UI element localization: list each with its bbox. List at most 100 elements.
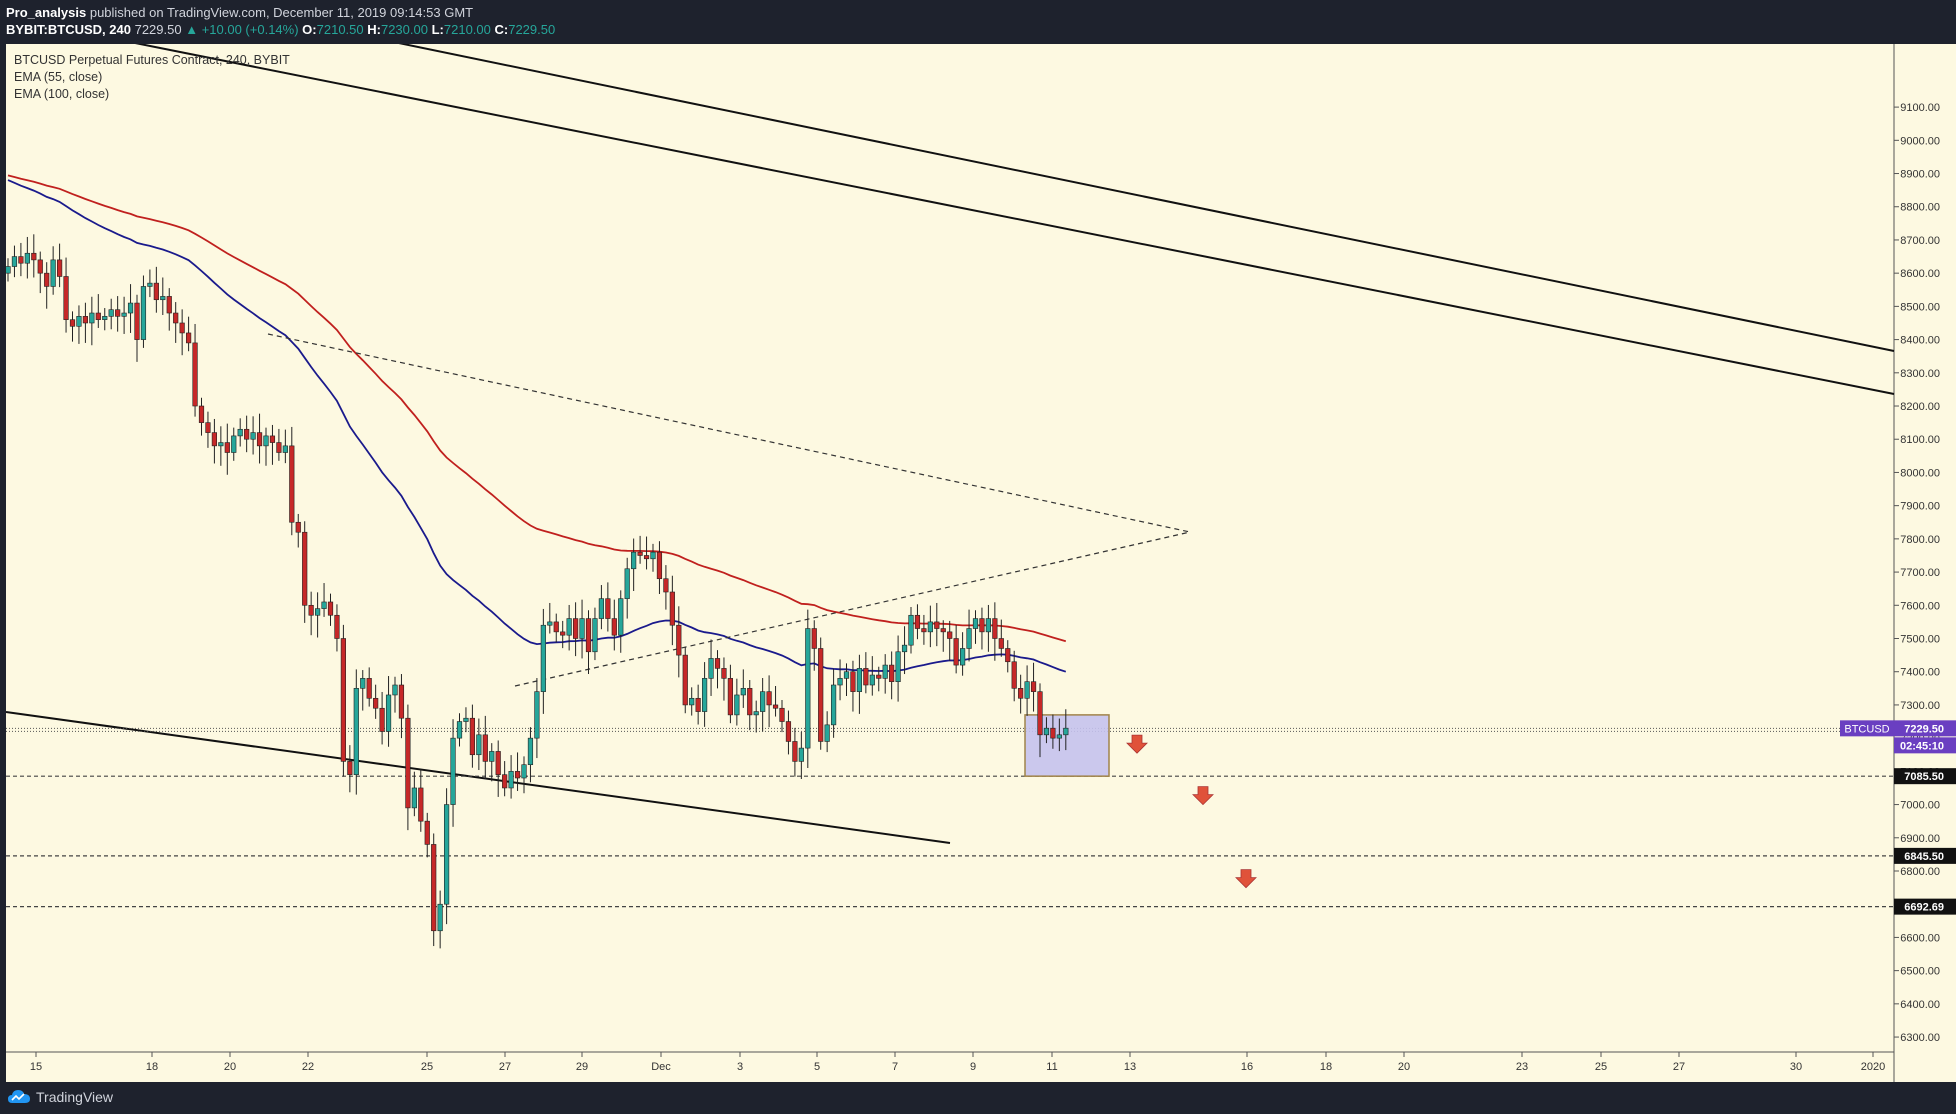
candle-body xyxy=(901,644,908,653)
candle-body xyxy=(192,342,198,407)
candle-body xyxy=(302,531,308,606)
candle-body xyxy=(153,282,159,301)
open-value: 7210.50 xyxy=(316,22,364,37)
candle-body xyxy=(237,428,243,437)
candle-body xyxy=(186,332,192,344)
candle-body xyxy=(643,555,650,560)
candle-body xyxy=(347,761,353,775)
candle-body xyxy=(385,694,392,732)
candle-body xyxy=(843,671,850,679)
low-value: 7210.00 xyxy=(443,22,491,37)
candle-body xyxy=(585,618,592,653)
candle-body xyxy=(76,316,82,327)
level-tag-bg xyxy=(1894,847,1956,864)
ema100-layer xyxy=(7,174,1067,643)
price-tick-label: 7300.00 xyxy=(1900,700,1940,712)
candle-body xyxy=(785,721,792,742)
candle-body xyxy=(656,551,663,580)
down-arrow-marker xyxy=(1126,734,1148,754)
candle-body xyxy=(424,820,430,845)
ema100-line xyxy=(7,174,1067,643)
brand-logo[interactable]: TradingView xyxy=(8,1089,113,1105)
candle-body xyxy=(650,551,656,560)
legend-ema100[interactable]: EMA (100, close) xyxy=(14,87,110,101)
candle-body xyxy=(547,621,553,626)
candle-body xyxy=(443,804,450,905)
candle-body xyxy=(611,618,617,636)
candle-body xyxy=(1030,681,1037,692)
price-tick-label: 8400.00 xyxy=(1900,335,1940,347)
candle-body xyxy=(334,614,340,639)
close-label: C: xyxy=(494,22,509,37)
candle-body xyxy=(740,688,746,696)
price-tick-label: 8100.00 xyxy=(1900,434,1940,446)
candle-body xyxy=(760,691,766,712)
price-axis[interactable] xyxy=(1894,44,1956,1082)
time-tick-label: 16 xyxy=(1241,1061,1253,1073)
candle-body xyxy=(18,256,24,264)
candle-body xyxy=(276,442,282,453)
candle-body xyxy=(108,309,114,317)
candle-body xyxy=(637,551,643,556)
candle-body xyxy=(231,435,237,453)
candle-body xyxy=(1018,688,1024,699)
candle-body xyxy=(1005,648,1011,663)
time-tick-label: 27 xyxy=(1673,1061,1685,1073)
price-tick-label: 6600.00 xyxy=(1900,932,1940,944)
candle-body xyxy=(160,296,166,301)
header-bar: Pro_analysis published on TradingView.co… xyxy=(0,0,1956,44)
candle-body xyxy=(895,651,901,682)
candle-body xyxy=(908,614,914,646)
time-tick-label: 3 xyxy=(737,1061,743,1073)
candle-body xyxy=(624,568,630,599)
candles xyxy=(5,234,1069,949)
candle-body xyxy=(502,774,508,789)
candle-body xyxy=(824,724,830,742)
candle-body xyxy=(11,256,18,267)
price-chart[interactable]: 6300.006400.006500.006600.006700.006800.… xyxy=(0,44,1956,1082)
candle-body xyxy=(882,664,888,679)
candle-body xyxy=(269,435,276,443)
candle-body xyxy=(676,624,682,656)
candle-body xyxy=(701,678,708,712)
candle-body xyxy=(540,624,546,692)
candle-body xyxy=(798,747,804,762)
price-tick-label: 7900.00 xyxy=(1900,501,1940,513)
candle-body xyxy=(1037,691,1043,736)
last-price-tag-bg xyxy=(1894,720,1956,737)
candle-body xyxy=(1011,661,1017,689)
candle-body xyxy=(772,704,779,709)
candle-body xyxy=(572,618,579,639)
price-tick-label: 8900.00 xyxy=(1900,169,1940,181)
candle-body xyxy=(682,654,688,706)
price-tick-label: 7800.00 xyxy=(1900,534,1940,546)
candle-body xyxy=(953,638,959,666)
candle-body xyxy=(56,259,63,277)
symbol-tag: BTCUSD xyxy=(1844,723,1889,735)
price-tags: BTCUSD 7229.50 02:45:10 7085.50 6845.50 6692.… xyxy=(1840,720,1956,915)
price-tick-label: 7700.00 xyxy=(1900,567,1940,579)
candle-body xyxy=(198,405,205,423)
candle-body xyxy=(527,737,534,766)
legend-title[interactable]: BTCUSD Perpetual Futures Contract, 240, … xyxy=(14,53,290,67)
price-tick-label: 8600.00 xyxy=(1900,268,1940,280)
time-tick-label: 30 xyxy=(1790,1061,1802,1073)
candle-body xyxy=(579,618,585,639)
candle-body xyxy=(605,598,611,619)
price-tick-label: 6300.00 xyxy=(1900,1032,1940,1044)
candle-body xyxy=(721,668,727,679)
symbol-label[interactable]: BYBIT:BTCUSD, 240 xyxy=(6,22,131,37)
close-value: 7229.50 xyxy=(508,22,556,37)
legend-ema55[interactable]: EMA (55, close) xyxy=(14,70,103,84)
candle-body xyxy=(295,521,301,533)
price-tick-label: 8700.00 xyxy=(1900,235,1940,247)
price-tick-label: 8800.00 xyxy=(1900,202,1940,214)
candle-body xyxy=(753,711,759,716)
author-name[interactable]: Pro_analysis xyxy=(6,5,87,20)
triangle-upper-line xyxy=(267,333,1191,533)
price-tick-label: 9000.00 xyxy=(1900,135,1940,147)
candle-body xyxy=(289,445,295,523)
candle-body xyxy=(1043,727,1050,736)
candle-body xyxy=(714,658,721,669)
candle-body xyxy=(121,312,127,317)
